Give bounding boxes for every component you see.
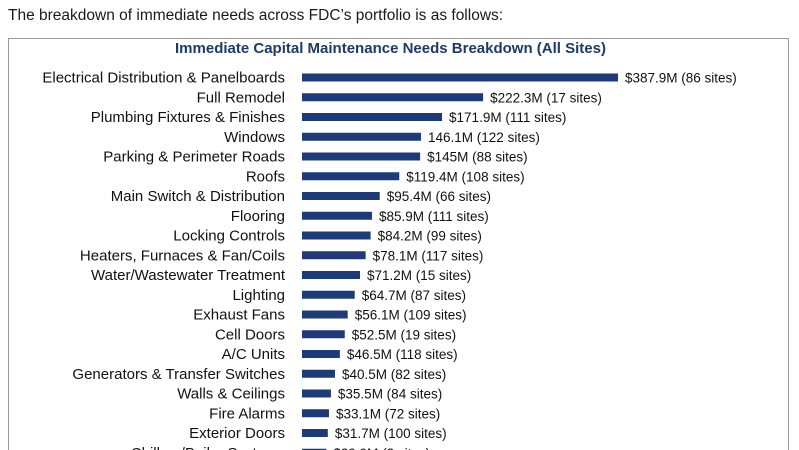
category-label: Fire Alarms bbox=[209, 405, 285, 422]
bar bbox=[302, 389, 331, 398]
category-label: Flooring bbox=[231, 208, 285, 225]
category-label: Cell Doors bbox=[215, 326, 285, 343]
bar bbox=[302, 409, 329, 418]
bar bbox=[302, 448, 327, 450]
bar bbox=[302, 211, 372, 220]
category-label: Walls & Ceilings bbox=[177, 386, 285, 403]
category-label: A/C Units bbox=[222, 346, 285, 363]
category-label: Exterior Doors bbox=[189, 425, 285, 442]
chart-title: Immediate Capital Maintenance Needs Brea… bbox=[175, 40, 606, 57]
category-label: Windows bbox=[224, 129, 285, 146]
category-label: Main Switch & Distribution bbox=[111, 188, 285, 205]
bar bbox=[302, 113, 443, 121]
chart-frame bbox=[8, 38, 789, 450]
bar bbox=[302, 152, 421, 161]
data-label: $85.9M (111 sites) bbox=[379, 209, 489, 224]
category-label: Electrical Distribution & Panelboards bbox=[42, 70, 285, 87]
category-label: Generators & Transfer Switches bbox=[72, 366, 285, 383]
bar bbox=[302, 172, 400, 181]
data-label: $171.9M (111 sites) bbox=[449, 110, 566, 125]
bar bbox=[302, 192, 380, 200]
data-label: $145M (88 sites) bbox=[427, 150, 528, 165]
bar bbox=[302, 73, 618, 82]
data-label: $95.4M (66 sites) bbox=[387, 189, 491, 204]
bar bbox=[302, 310, 348, 319]
category-label: Locking Controls bbox=[173, 228, 285, 245]
bar bbox=[302, 429, 328, 437]
bar bbox=[302, 251, 366, 260]
data-label: $40.5M (82 sites) bbox=[342, 367, 446, 382]
data-label: $33.1M (72 sites) bbox=[336, 406, 440, 421]
bar bbox=[302, 369, 335, 378]
data-label: $31.7M (100 sites) bbox=[335, 426, 447, 441]
data-label: $56.1M (109 sites) bbox=[355, 308, 467, 323]
data-label: $222.3M (17 sites) bbox=[490, 90, 602, 105]
data-label: $29.9M (3 sites) bbox=[333, 446, 430, 450]
category-label: Chillers/Boiler Systems bbox=[131, 445, 285, 450]
category-label: Lighting bbox=[232, 287, 285, 304]
bar bbox=[302, 290, 355, 299]
data-label: $52.5M (19 sites) bbox=[352, 327, 456, 342]
bar bbox=[302, 330, 345, 339]
data-label: $64.7M (87 sites) bbox=[362, 288, 466, 303]
bar bbox=[302, 231, 371, 240]
category-label: Parking & Perimeter Roads bbox=[103, 149, 285, 166]
intro-text: The breakdown of immediate needs across … bbox=[8, 7, 504, 24]
data-label: $46.5M (118 sites) bbox=[347, 347, 458, 362]
data-label: 146.1M (122 sites) bbox=[428, 130, 540, 145]
category-label: Roofs bbox=[246, 168, 285, 185]
bar bbox=[302, 271, 361, 279]
category-label: Water/Wastewater Treatment bbox=[91, 267, 286, 284]
data-label: $35.5M (84 sites) bbox=[338, 387, 442, 402]
category-label: Heaters, Furnaces & Fan/Coils bbox=[80, 247, 285, 264]
data-label: $78.1M (117 sites) bbox=[373, 248, 484, 263]
data-label: $84.2M (99 sites) bbox=[378, 229, 482, 244]
data-label: $119.4M (108 sites) bbox=[406, 169, 524, 184]
category-label: Full Remodel bbox=[197, 89, 285, 106]
data-label: $387.9M (86 sites) bbox=[625, 71, 737, 86]
bar bbox=[302, 350, 340, 358]
bar bbox=[302, 93, 484, 102]
data-label: $71.2M (15 sites) bbox=[367, 268, 471, 283]
category-label: Exhaust Fans bbox=[193, 307, 285, 324]
category-label: Plumbing Fixtures & Finishes bbox=[91, 109, 285, 126]
bar bbox=[302, 132, 422, 141]
